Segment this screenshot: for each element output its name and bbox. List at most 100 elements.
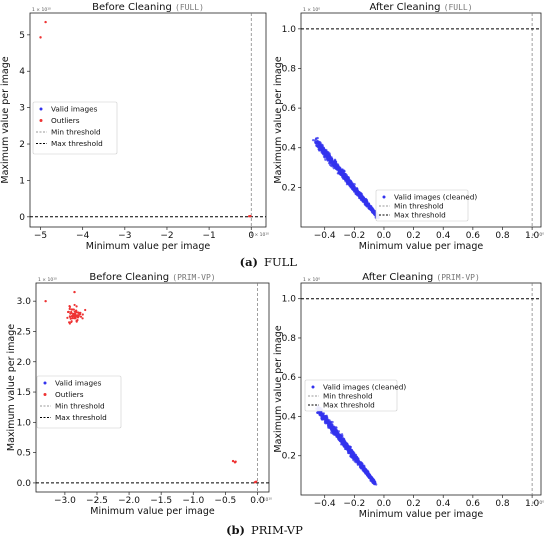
outlier-point bbox=[68, 305, 72, 309]
x-tick-label: 0.8 bbox=[495, 231, 510, 241]
outlier-point bbox=[74, 314, 77, 317]
legend-label: Valid images (cleaned) bbox=[394, 193, 477, 202]
valid-point bbox=[326, 159, 329, 162]
x-tick-label: 0 bbox=[248, 231, 254, 241]
x-tick-label: −1 bbox=[202, 231, 215, 241]
y-tick-label: 2.0 bbox=[17, 358, 32, 368]
outlier-point bbox=[68, 307, 71, 310]
x-tick-label: 1.0 bbox=[525, 499, 540, 509]
caption-b: (b) PRIM-VP bbox=[226, 523, 303, 537]
valid-point bbox=[322, 412, 325, 415]
chart-title-text: Before Cleaning bbox=[89, 272, 172, 283]
valid-point bbox=[349, 452, 353, 456]
valid-point bbox=[331, 425, 335, 428]
caption-a-name: FULL bbox=[264, 255, 297, 269]
y-tick-label: 1.0 bbox=[17, 418, 32, 428]
legend-marker-outlier bbox=[43, 393, 47, 396]
outlier-point bbox=[71, 316, 74, 320]
legend-box bbox=[304, 379, 398, 412]
valid-point bbox=[338, 166, 341, 170]
valid-point bbox=[325, 153, 329, 156]
outlier-point bbox=[44, 299, 47, 303]
chart-title-text: After Cleaning bbox=[362, 272, 436, 283]
caption-b-name: PRIM-VP bbox=[251, 523, 303, 537]
valid-point bbox=[331, 159, 334, 162]
valid-point bbox=[349, 182, 353, 185]
outlier-point bbox=[69, 317, 72, 320]
valid-point bbox=[341, 168, 344, 171]
valid-point bbox=[352, 452, 355, 456]
valid-point bbox=[337, 437, 340, 440]
legend-label: Valid images bbox=[51, 105, 98, 114]
legend-box bbox=[375, 189, 469, 222]
valid-point bbox=[348, 451, 351, 454]
valid-point bbox=[340, 173, 344, 176]
x-multiplier-label: 1 × 10⁰ bbox=[527, 232, 544, 238]
legend-marker-valid bbox=[311, 385, 315, 389]
legend-marker-valid bbox=[39, 107, 43, 111]
x-tick-label: 0.4 bbox=[436, 499, 451, 509]
chart-title-tag: (FULL) bbox=[175, 3, 204, 12]
valid-point bbox=[345, 444, 348, 447]
outlier-point bbox=[81, 317, 84, 320]
y-tick-label: 0.6 bbox=[282, 373, 297, 383]
valid-point bbox=[347, 448, 350, 451]
valid-point bbox=[347, 176, 350, 179]
valid-point bbox=[321, 149, 325, 152]
y-tick-label: 2.5 bbox=[17, 327, 31, 337]
valid-point bbox=[343, 445, 347, 448]
valid-point bbox=[320, 417, 324, 420]
y-multiplier-label: 1 × 10¹⁰ bbox=[32, 7, 51, 13]
valid-point bbox=[324, 158, 327, 161]
legend-label: Min threshold bbox=[51, 128, 101, 137]
chart-title: Before Cleaning (PRIM-VP) bbox=[89, 272, 215, 283]
valid-point bbox=[328, 154, 331, 157]
valid-point bbox=[342, 443, 345, 446]
legend-label: Outliers bbox=[55, 390, 84, 399]
chart-legend: Valid images Outliers Min threshold Max thr… bbox=[36, 375, 122, 429]
chart-panel-2: After Cleaning (FULL) −0.4 −0.2 0.0 0.2 0.4 0.… bbox=[273, 2, 544, 252]
plot-area bbox=[36, 283, 269, 492]
x-tick-label: −1.0 bbox=[182, 496, 204, 506]
y-tick-label: 1.0 bbox=[282, 25, 297, 35]
legend-box bbox=[36, 375, 122, 429]
valid-point bbox=[311, 138, 315, 142]
valid-point bbox=[352, 186, 356, 190]
outlier-point bbox=[77, 311, 81, 314]
valid-point bbox=[362, 197, 365, 200]
valid-point bbox=[366, 471, 370, 475]
y-tick-label: 0.5 bbox=[17, 449, 31, 459]
valid-point bbox=[352, 457, 355, 460]
y-axis-label: Maximum value per image bbox=[273, 325, 284, 452]
legend-label: Max threshold bbox=[55, 413, 107, 422]
valid-point bbox=[317, 141, 320, 145]
legend-label: Min threshold bbox=[55, 402, 105, 411]
valid-point bbox=[320, 151, 323, 154]
legend-marker-valid bbox=[43, 381, 47, 385]
valid-point bbox=[342, 172, 345, 176]
y-tick-label: 0 bbox=[19, 213, 25, 223]
valid-point bbox=[324, 150, 328, 153]
chart-title-tag: (PRIM-VP) bbox=[172, 273, 215, 282]
y-tick-label: 3.0 bbox=[17, 297, 32, 307]
x-axis-label: Minimum value per image bbox=[359, 241, 484, 252]
x-axis-label: Minimum value per image bbox=[90, 506, 215, 517]
y-tick-label: 0.2 bbox=[282, 452, 296, 462]
outlier-point bbox=[75, 314, 79, 317]
valid-point bbox=[327, 161, 331, 165]
y-axis-label: Maximum value per image bbox=[273, 56, 284, 183]
valid-point bbox=[333, 164, 337, 168]
y-tick-label: 2 bbox=[19, 140, 25, 150]
x-tick-label: −2.5 bbox=[86, 496, 108, 506]
valid-point bbox=[337, 434, 340, 438]
x-multiplier-label: 1 × 10¹⁰ bbox=[253, 497, 272, 503]
y-tick-label: 0.0 bbox=[17, 479, 32, 489]
outlier-point bbox=[74, 317, 77, 320]
valid-point bbox=[364, 198, 367, 201]
outlier-point bbox=[69, 312, 72, 315]
outlier-point bbox=[81, 313, 84, 316]
valid-point bbox=[340, 443, 343, 446]
y-tick-label: 5 bbox=[19, 31, 25, 41]
